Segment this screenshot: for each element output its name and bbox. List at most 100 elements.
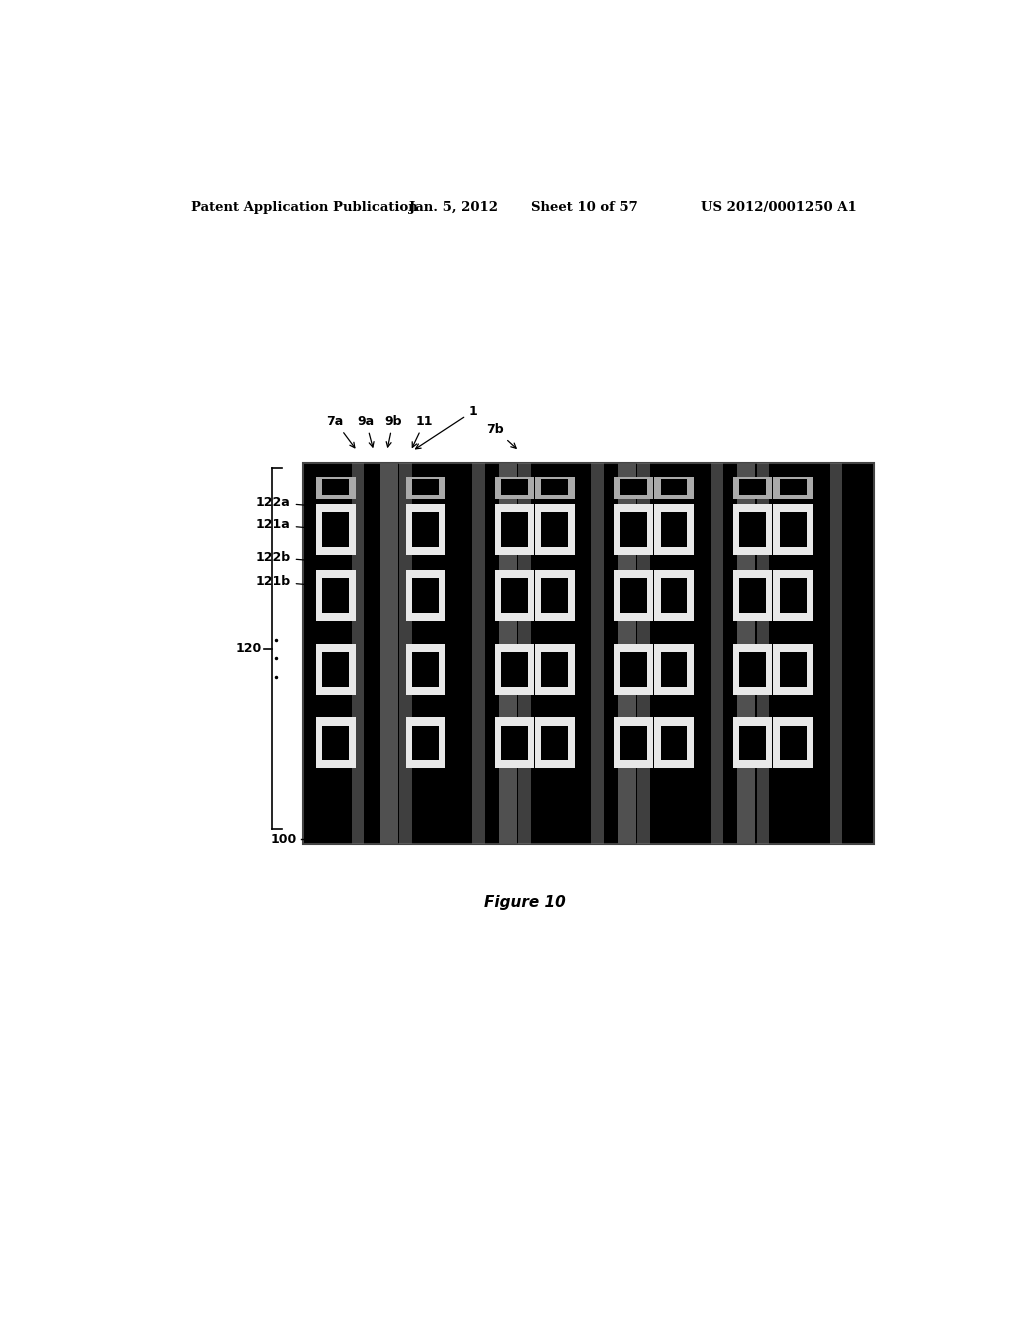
Bar [654,477,694,499]
Bar [323,512,349,546]
Bar [501,726,528,760]
Bar [536,644,574,696]
Bar [316,570,355,620]
Text: 1: 1 [416,404,477,449]
Text: Patent Application Publication: Patent Application Publication [191,201,418,214]
Text: 122a: 122a [256,496,311,510]
Bar [406,570,445,620]
Bar [542,512,568,546]
Bar [779,578,807,612]
Bar [654,644,694,696]
Text: 122b: 122b [256,550,311,564]
Bar [495,718,535,768]
Bar [406,504,445,554]
Bar [620,652,647,686]
Bar [542,479,568,495]
Bar [773,504,813,554]
Bar [592,463,604,845]
Text: 7a: 7a [327,414,355,447]
Text: 9b: 9b [384,414,401,447]
Bar [620,726,647,760]
Bar [323,726,349,760]
Bar [757,463,769,845]
Bar [618,463,636,845]
Bar [412,652,439,686]
Bar [500,463,517,845]
Bar [638,463,650,845]
Bar [829,463,842,845]
Bar [406,644,445,696]
Bar [412,726,439,760]
Bar [399,463,412,845]
Bar [733,718,772,768]
Bar [472,463,485,845]
Bar [739,578,766,612]
Bar [501,578,528,612]
Bar [316,504,355,554]
Bar [660,479,687,495]
Bar [779,512,807,546]
Bar [406,718,445,768]
Bar [412,512,439,546]
Bar [660,512,687,546]
Bar [613,477,653,499]
Bar [737,463,755,845]
Bar [654,504,694,554]
Bar [613,504,653,554]
Bar [654,718,694,768]
Bar [303,463,873,845]
Bar [316,644,355,696]
Bar [733,504,772,554]
Text: 9a: 9a [357,414,375,447]
Text: Sheet 10 of 57: Sheet 10 of 57 [531,201,638,214]
Bar [495,644,535,696]
Bar [739,512,766,546]
Bar [501,512,528,546]
Bar [620,578,647,612]
Bar [323,479,349,495]
Bar [495,570,535,620]
Text: Figure 10: Figure 10 [484,895,565,909]
Text: 120: 120 [236,643,262,655]
Text: 11: 11 [413,414,433,447]
Bar [501,652,528,686]
Bar [542,578,568,612]
Bar [773,477,813,499]
Bar [739,726,766,760]
Text: Jan. 5, 2012: Jan. 5, 2012 [409,201,498,214]
Bar [323,578,349,612]
Bar [406,477,445,499]
Bar [660,578,687,612]
Bar [773,644,813,696]
Bar [779,652,807,686]
Text: 7b: 7b [486,422,516,449]
Bar [779,479,807,495]
Text: 121a: 121a [256,519,311,532]
Bar [733,477,772,499]
Bar [739,652,766,686]
Bar [773,718,813,768]
Text: US 2012/0001250 A1: US 2012/0001250 A1 [700,201,857,214]
Bar [711,463,723,845]
Bar [495,477,535,499]
Bar [739,479,766,495]
Bar [620,479,647,495]
Bar [542,652,568,686]
Bar [316,477,355,499]
Bar [536,477,574,499]
Bar [536,570,574,620]
Text: 100: 100 [270,833,297,846]
Text: 121b: 121b [256,576,311,589]
Bar [773,570,813,620]
Bar [779,726,807,760]
Bar [501,479,528,495]
Bar [620,512,647,546]
Bar [412,479,439,495]
Bar [495,504,535,554]
Bar [613,644,653,696]
Bar [323,652,349,686]
Bar [733,570,772,620]
Bar [536,504,574,554]
Bar [660,652,687,686]
Bar [316,718,355,768]
